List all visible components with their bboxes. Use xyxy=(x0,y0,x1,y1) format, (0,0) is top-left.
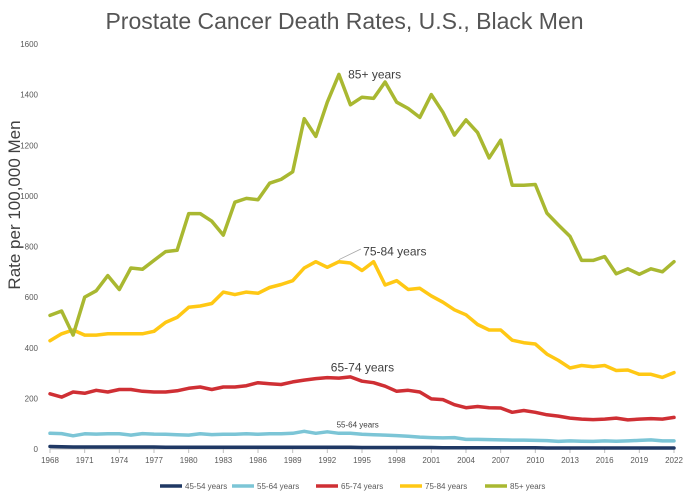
series-line-85-years xyxy=(48,72,676,337)
x-tick-label: 2001 xyxy=(422,456,440,465)
x-tick-label: 2019 xyxy=(630,456,648,465)
x-tick-label: 1971 xyxy=(76,456,94,465)
x-tick-label: 1983 xyxy=(214,456,232,465)
x-tick-label: 2022 xyxy=(665,456,683,465)
annotation-leader-line xyxy=(338,248,362,261)
y-tick-label: 800 xyxy=(25,243,39,252)
annotation-label: 65-74 years xyxy=(331,360,394,374)
x-tick-label: 1968 xyxy=(41,456,59,465)
x-tick-label: 1989 xyxy=(284,456,302,465)
chart-title: Prostate Cancer Death Rates, U.S., Black… xyxy=(105,8,584,34)
x-tick-label: 2010 xyxy=(526,456,544,465)
x-tick-label: 2007 xyxy=(492,456,510,465)
series-line-45-54-years xyxy=(48,444,676,450)
y-tick-label: 1000 xyxy=(20,192,38,201)
x-tick-label: 2016 xyxy=(596,456,614,465)
legend-label: 75-84 years xyxy=(425,482,467,491)
y-tick-label: 1200 xyxy=(20,141,38,150)
series-line-65-74-years xyxy=(48,375,676,422)
annotation-layer: 85+ years 75-84 years 65-74 years 55-64 yea… xyxy=(331,67,427,429)
series-layer xyxy=(48,72,676,450)
annotation-label: 85+ years xyxy=(348,67,401,81)
y-axis-label: Rate per 100,000 Men xyxy=(5,120,24,289)
x-tick-label: 1995 xyxy=(353,456,371,465)
x-tick-label: 2013 xyxy=(561,456,579,465)
x-tick-label: 1986 xyxy=(249,456,267,465)
x-tick-label: 1998 xyxy=(388,456,406,465)
legend-label: 85+ years xyxy=(510,482,545,491)
annotation-label: 75-84 years xyxy=(363,245,426,259)
x-tick-label: 2004 xyxy=(457,456,475,465)
series-line-55-64-years xyxy=(48,429,676,444)
legend-label: 55-64 years xyxy=(257,482,299,491)
y-tick-label: 200 xyxy=(25,394,39,403)
y-tick-label: 600 xyxy=(25,293,39,302)
y-tick-label: 1400 xyxy=(20,91,38,100)
x-tick-label: 1977 xyxy=(145,456,163,465)
legend-label: 45-54 years xyxy=(185,482,227,491)
series-line-75-84-years xyxy=(48,259,676,380)
x-tick-label: 1992 xyxy=(318,456,336,465)
x-tick-label: 1974 xyxy=(110,456,128,465)
y-tick-label: 1600 xyxy=(20,40,38,49)
x-tick-label: 1980 xyxy=(180,456,198,465)
legend-label: 65-74 years xyxy=(341,482,383,491)
legend: 45-54 years 55-64 years 65-74 years 75-84 y… xyxy=(160,482,545,491)
annotation-label: 55-64 years xyxy=(337,421,379,430)
y-tick-label: 400 xyxy=(25,344,39,353)
y-tick-label: 0 xyxy=(34,445,39,454)
